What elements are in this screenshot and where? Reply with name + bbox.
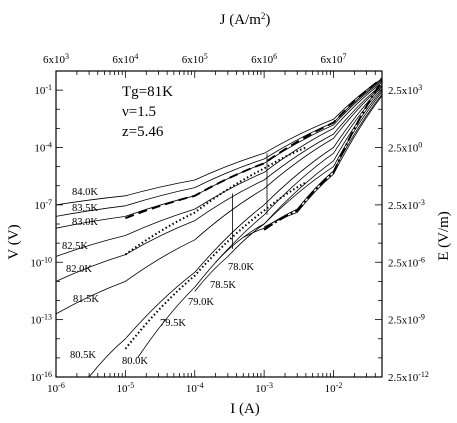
curve-label-79-5K: 79.5K [160, 318, 186, 329]
tick-group: 10-6 10-5 10-4 10-3 10-2 10-1 10-4 10-7 10-10 10-… [30, 52, 429, 396]
annotation-nu: ν=1.5 [122, 104, 156, 120]
series-82-5K [55, 82, 383, 257]
x-axis-title: I (A) [230, 401, 260, 417]
x2-tick-label: 6x107 [321, 52, 347, 67]
y2-tick-label: 2.5x10-6 [388, 255, 425, 270]
x2-tick-label: 6x105 [182, 52, 208, 67]
y-axis-title: V (V) [6, 224, 22, 259]
y-tick-label: 10-13 [30, 312, 52, 327]
series-84-0K [55, 78, 383, 206]
plot-frame [55, 70, 383, 378]
y2-tick-label: 2.5x10-3 [388, 197, 425, 212]
x-tick-label: 10-4 [186, 381, 204, 396]
curve-label-82-0K: 82.0K [66, 264, 92, 275]
x-tick-label: 10-3 [255, 381, 273, 396]
curve-label-81-5K: 81.5K [73, 294, 99, 305]
curve-label-78-5K: 78.5K [210, 280, 236, 291]
y-tick-label: 10-1 [34, 83, 52, 98]
curve-label-78-0K: 78.0K [228, 262, 254, 273]
series-83-0K [55, 80, 383, 229]
x2-tick-label: 6x103 [43, 52, 69, 67]
curve-label-80-0K: 80.0K [122, 356, 148, 367]
y2-tick-label: 2.5x103 [388, 83, 422, 98]
curve-group [55, 77, 383, 378]
x-tick-label: 10-5 [117, 381, 135, 396]
y2-axis-title: E (V/m) [436, 211, 452, 261]
curve-label-group: 84.0K 83.5K 83.0K 82.5K 82.0K 81.5K 80.5K 80.0K… [62, 187, 254, 367]
series-dotted-14 [124, 181, 307, 350]
x2-tick-label: 6x104 [112, 52, 138, 67]
y2-tick-label: 2.5x10-12 [388, 370, 429, 385]
curve-label-84-0K: 84.0K [72, 187, 98, 198]
annotation-z: z=5.46 [122, 124, 164, 140]
series-dashdot-15 [263, 80, 383, 231]
curve-label-83-0K: 83.0K [72, 217, 98, 228]
curve-label-83-5K: 83.5K [72, 203, 98, 214]
y2-tick-label: 2.5x10-9 [388, 312, 425, 327]
y-tick-label: 10-16 [30, 370, 52, 385]
x-tick-label: 10-2 [325, 381, 343, 396]
series-83-5K [55, 79, 383, 217]
y2-tick-label: 2.5x100 [388, 140, 422, 155]
series-79-5K [194, 89, 383, 292]
series-79-0K [215, 91, 383, 263]
y-tick-label: 10-4 [34, 140, 52, 155]
x2-tick-label: 6x106 [251, 52, 277, 67]
y-tick-label: 10-10 [30, 255, 52, 270]
series-82-0K [55, 84, 383, 282]
marker-group [232, 153, 268, 249]
x2-axis-title: J (A/m2) [220, 11, 271, 28]
annotation-tg: Tg=81K [122, 84, 173, 100]
series-81-5K [55, 85, 383, 315]
y-tick-label: 10-7 [34, 197, 52, 212]
curve-label-82-5K: 82.5K [62, 241, 88, 252]
curve-label-80-5K: 80.5K [70, 350, 96, 361]
x-tick-label: 10-6 [47, 381, 65, 396]
series-80-0K [137, 88, 383, 359]
series-dotted-13 [124, 146, 307, 256]
curve-label-79-0K: 79.0K [188, 297, 214, 308]
